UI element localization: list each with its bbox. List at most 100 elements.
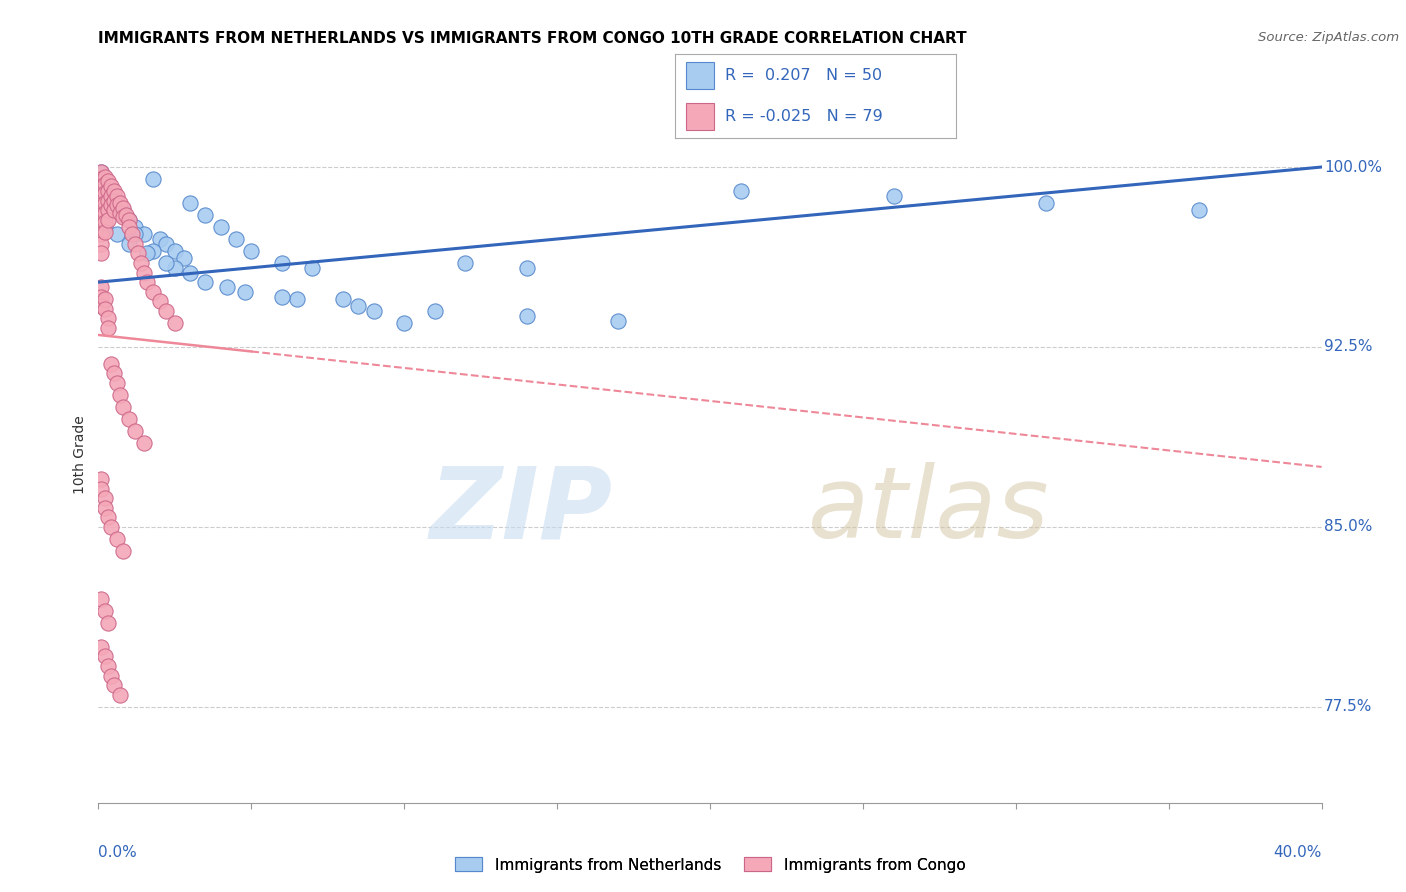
- Point: [93, 215, 115, 229]
- Point: [127, 246, 149, 260]
- Point: [136, 246, 159, 260]
- Point: [111, 544, 134, 558]
- Text: 92.5%: 92.5%: [1324, 340, 1372, 354]
- Point: [454, 256, 477, 270]
- Legend: Immigrants from Netherlands, Immigrants from Congo: Immigrants from Netherlands, Immigrants …: [449, 851, 972, 879]
- Point: [163, 260, 186, 275]
- Text: R = -0.025   N = 79: R = -0.025 N = 79: [725, 109, 883, 124]
- Point: [97, 179, 120, 194]
- Point: [100, 357, 122, 371]
- Text: Source: ZipAtlas.com: Source: ZipAtlas.com: [1258, 31, 1399, 45]
- Point: [97, 510, 120, 524]
- Point: [332, 292, 354, 306]
- Point: [270, 289, 292, 303]
- Point: [97, 311, 120, 326]
- Point: [93, 196, 115, 211]
- Point: [124, 219, 146, 234]
- Point: [134, 227, 156, 242]
- Point: [97, 659, 120, 673]
- Point: [516, 309, 538, 323]
- Point: [155, 304, 177, 318]
- Point: [90, 208, 112, 222]
- Point: [883, 189, 905, 203]
- Point: [93, 649, 115, 664]
- Point: [118, 412, 141, 426]
- Point: [93, 491, 115, 505]
- Point: [285, 292, 308, 306]
- Point: [105, 376, 128, 390]
- Point: [270, 256, 292, 270]
- Point: [118, 212, 141, 227]
- Point: [155, 236, 177, 251]
- Text: R =  0.207   N = 50: R = 0.207 N = 50: [725, 68, 883, 83]
- Text: 85.0%: 85.0%: [1324, 519, 1372, 534]
- Point: [392, 316, 416, 330]
- Point: [103, 184, 125, 198]
- Point: [103, 194, 125, 208]
- Point: [93, 205, 115, 219]
- Point: [129, 256, 152, 270]
- Point: [90, 165, 112, 179]
- Point: [103, 367, 125, 381]
- Point: [100, 189, 122, 203]
- Point: [93, 500, 115, 515]
- Point: [142, 285, 165, 299]
- Point: [142, 244, 165, 258]
- Point: [118, 219, 141, 234]
- Text: 40.0%: 40.0%: [1274, 845, 1322, 860]
- Point: [163, 316, 186, 330]
- Text: IMMIGRANTS FROM NETHERLANDS VS IMMIGRANTS FROM CONGO 10TH GRADE CORRELATION CHAR: IMMIGRANTS FROM NETHERLANDS VS IMMIGRANT…: [98, 31, 967, 46]
- Point: [103, 203, 125, 218]
- Point: [225, 232, 247, 246]
- Point: [90, 472, 112, 486]
- Point: [118, 212, 141, 227]
- Point: [93, 292, 115, 306]
- Point: [215, 280, 238, 294]
- Point: [111, 400, 134, 414]
- Point: [136, 275, 159, 289]
- Point: [124, 236, 146, 251]
- Point: [108, 196, 131, 211]
- Point: [90, 280, 112, 294]
- Point: [1188, 203, 1211, 218]
- Point: [90, 172, 112, 186]
- Point: [149, 232, 172, 246]
- Point: [90, 198, 112, 212]
- Point: [194, 208, 217, 222]
- Point: [90, 246, 112, 260]
- Point: [103, 678, 125, 692]
- Point: [516, 260, 538, 275]
- Point: [105, 189, 128, 203]
- Point: [194, 275, 217, 289]
- Point: [97, 212, 120, 227]
- Point: [105, 198, 128, 212]
- Point: [118, 236, 141, 251]
- Point: [730, 184, 752, 198]
- Point: [93, 604, 115, 618]
- Point: [105, 227, 128, 242]
- Text: atlas: atlas: [808, 462, 1049, 559]
- Point: [363, 304, 385, 318]
- Point: [97, 194, 120, 208]
- Point: [134, 436, 156, 450]
- Point: [347, 299, 370, 313]
- Point: [97, 184, 120, 198]
- Text: 100.0%: 100.0%: [1324, 160, 1382, 175]
- Point: [108, 388, 131, 402]
- Point: [90, 299, 112, 313]
- Point: [233, 285, 256, 299]
- Point: [93, 225, 115, 239]
- Point: [179, 196, 201, 211]
- Point: [111, 208, 134, 222]
- Point: [90, 640, 112, 654]
- Point: [108, 205, 131, 219]
- Point: [124, 424, 146, 438]
- Point: [149, 294, 172, 309]
- Point: [179, 266, 201, 280]
- Text: ZIP: ZIP: [429, 462, 612, 559]
- Point: [105, 196, 128, 211]
- Point: [90, 179, 112, 194]
- Bar: [686, 62, 714, 89]
- Point: [121, 227, 143, 242]
- Y-axis label: 10th Grade: 10th Grade: [73, 416, 87, 494]
